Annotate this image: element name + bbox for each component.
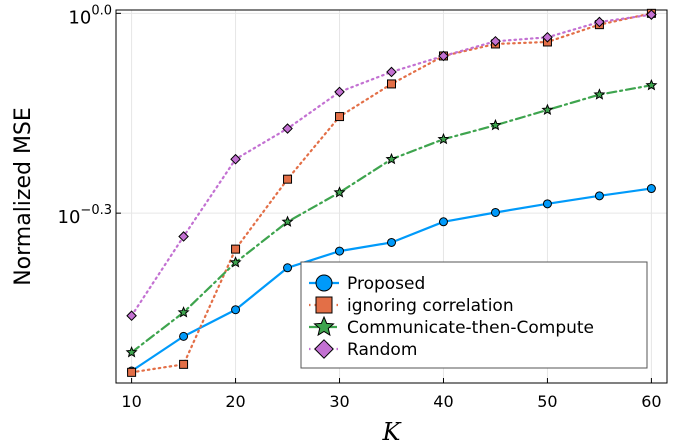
y-axis-label: Normalized MSE [11,107,36,286]
data-point [333,186,346,198]
data-point [645,78,658,91]
series-layer [125,8,658,377]
data-point [125,346,138,358]
data-point [335,246,345,256]
legend-box [300,261,648,369]
data-point [229,256,242,268]
data-point [179,331,189,341]
x-tick-label: 50 [537,392,557,411]
plot-frame [115,9,668,384]
x-axis-ticks: 10 20 30 40 50 60 [121,378,662,411]
data-point [127,367,137,377]
data-point [126,310,137,322]
data-point [438,217,448,227]
data-point [335,112,345,122]
y-axis-ticks: 100.0 10−0.3 [58,3,121,228]
data-point [177,306,190,318]
data-point [489,118,502,131]
data-point [490,35,501,47]
data-point [231,244,241,254]
data-point [646,184,656,194]
data-point [231,305,241,315]
data-point [230,153,241,165]
data-point [593,88,606,100]
legend-marker [314,339,334,359]
series-3 [126,9,657,322]
data-point [281,215,294,227]
x-tick-label: 40 [433,392,453,411]
x-tick-label: 10 [121,392,141,411]
data-point [541,103,554,116]
data-point [438,50,449,62]
data-point [594,191,604,201]
data-point [334,86,345,98]
legend-item: ignoring correlation [309,296,514,316]
data-point [542,32,553,43]
legend-label: ignoring correlation [347,296,514,316]
legend-item: Communicate-then-Compute [309,315,594,338]
data-point [437,132,450,145]
y-tick-label: 10−0.3 [58,203,112,228]
x-axis-label: K [382,418,403,445]
y-tick-label: 100.0 [68,3,112,28]
data-point [282,123,293,134]
x-tick-label: 20 [225,392,245,411]
data-point [283,263,293,273]
data-point [385,152,398,165]
x-tick-label: 30 [329,392,349,411]
data-point [594,16,605,28]
x-tick-label: 60 [641,392,661,411]
data-point [178,231,189,242]
data-point [542,199,552,209]
legend-item: Proposed [309,274,425,294]
data-point [387,237,396,247]
legend-label: Proposed [347,274,425,294]
data-point [179,359,189,369]
legend-marker [315,296,333,314]
data-point [646,9,657,20]
legend-item: Random [309,339,417,360]
data-point [386,66,397,78]
legend-marker [313,315,335,337]
legend-label: Communicate-then-Compute [347,318,594,338]
grid [116,10,667,383]
legend-label: Random [347,340,417,360]
data-point [490,207,500,217]
series-2 [125,78,658,358]
data-point [283,174,293,184]
data-point [387,79,396,89]
legend-marker [315,274,333,292]
